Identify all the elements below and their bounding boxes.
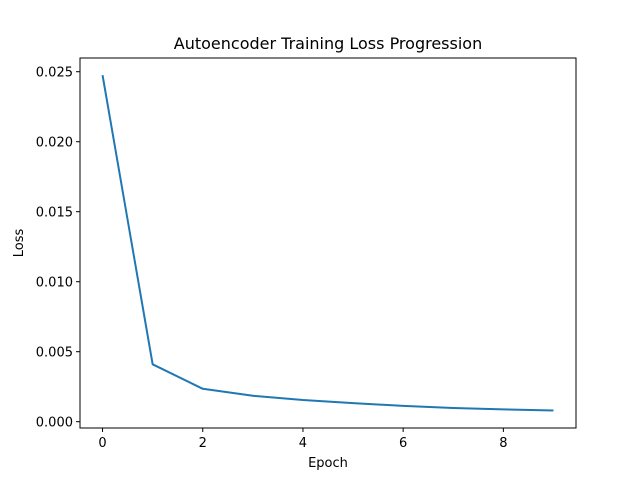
x-tick-label: 6	[399, 436, 407, 451]
x-tick-label: 8	[499, 436, 507, 451]
x-tick-label: 4	[299, 436, 307, 451]
plot-area-frame	[79, 57, 577, 429]
y-axis-label: Loss	[12, 229, 27, 258]
y-tick-label: 0.015	[36, 206, 73, 221]
series-layer	[101, 75, 554, 412]
y-axis: 0.000 0.005 0.010 0.015 0.020 0.025	[36, 66, 80, 431]
y-tick-label: 0.005	[36, 346, 73, 361]
y-tick-label: 0.020	[36, 136, 73, 151]
x-axis: 0 2 4 6 8	[98, 428, 507, 451]
chart-title: Autoencoder Training Loss Progression	[174, 34, 482, 53]
y-tick-label: 0.025	[36, 66, 73, 81]
loss-series-line	[101, 75, 554, 412]
y-tick-label: 0.000	[36, 416, 73, 431]
x-tick-label: 0	[98, 436, 106, 451]
x-tick-label: 2	[199, 436, 207, 451]
y-tick-label: 0.010	[36, 276, 73, 291]
x-axis-label: Epoch	[308, 456, 348, 471]
